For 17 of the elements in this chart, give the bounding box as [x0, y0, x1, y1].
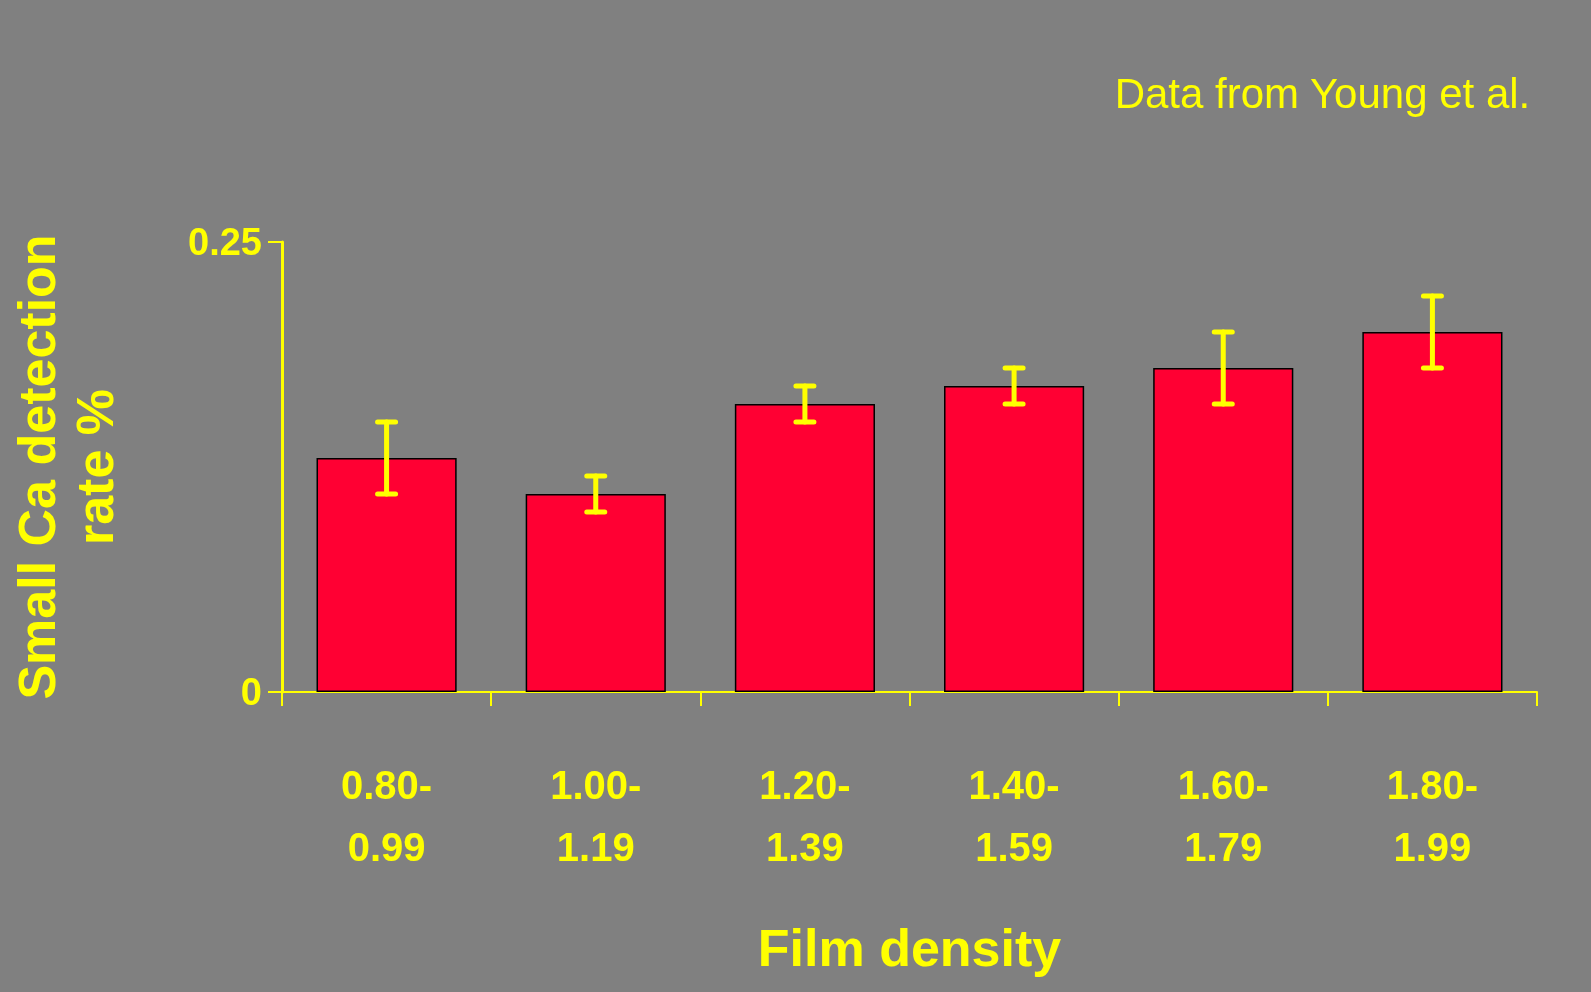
x-tick-label: 1.80-1.99: [1386, 763, 1478, 869]
bar: [1153, 368, 1294, 692]
x-tick-label: 1.60-1.79: [1177, 763, 1269, 869]
y-axis-title: Small Ca detection rate %: [8, 234, 124, 700]
x-tick-label: 1.20-1.39: [759, 763, 851, 869]
y-tick-label: 0: [240, 671, 262, 713]
bar: [525, 494, 666, 692]
x-axis-title: Film density: [757, 919, 1062, 977]
text: Data from Young et al.: [1114, 69, 1531, 117]
x-tick-label: 1.40-1.59: [968, 763, 1060, 869]
x-tick-label: 0.80-0.99: [341, 763, 433, 869]
bar: [316, 458, 457, 692]
y-tick-label: 0.25: [188, 221, 262, 263]
x-tick-label: 1.00-1.19: [550, 763, 642, 869]
bar: [734, 404, 875, 692]
bar: [944, 386, 1085, 692]
bar: [1362, 332, 1503, 692]
